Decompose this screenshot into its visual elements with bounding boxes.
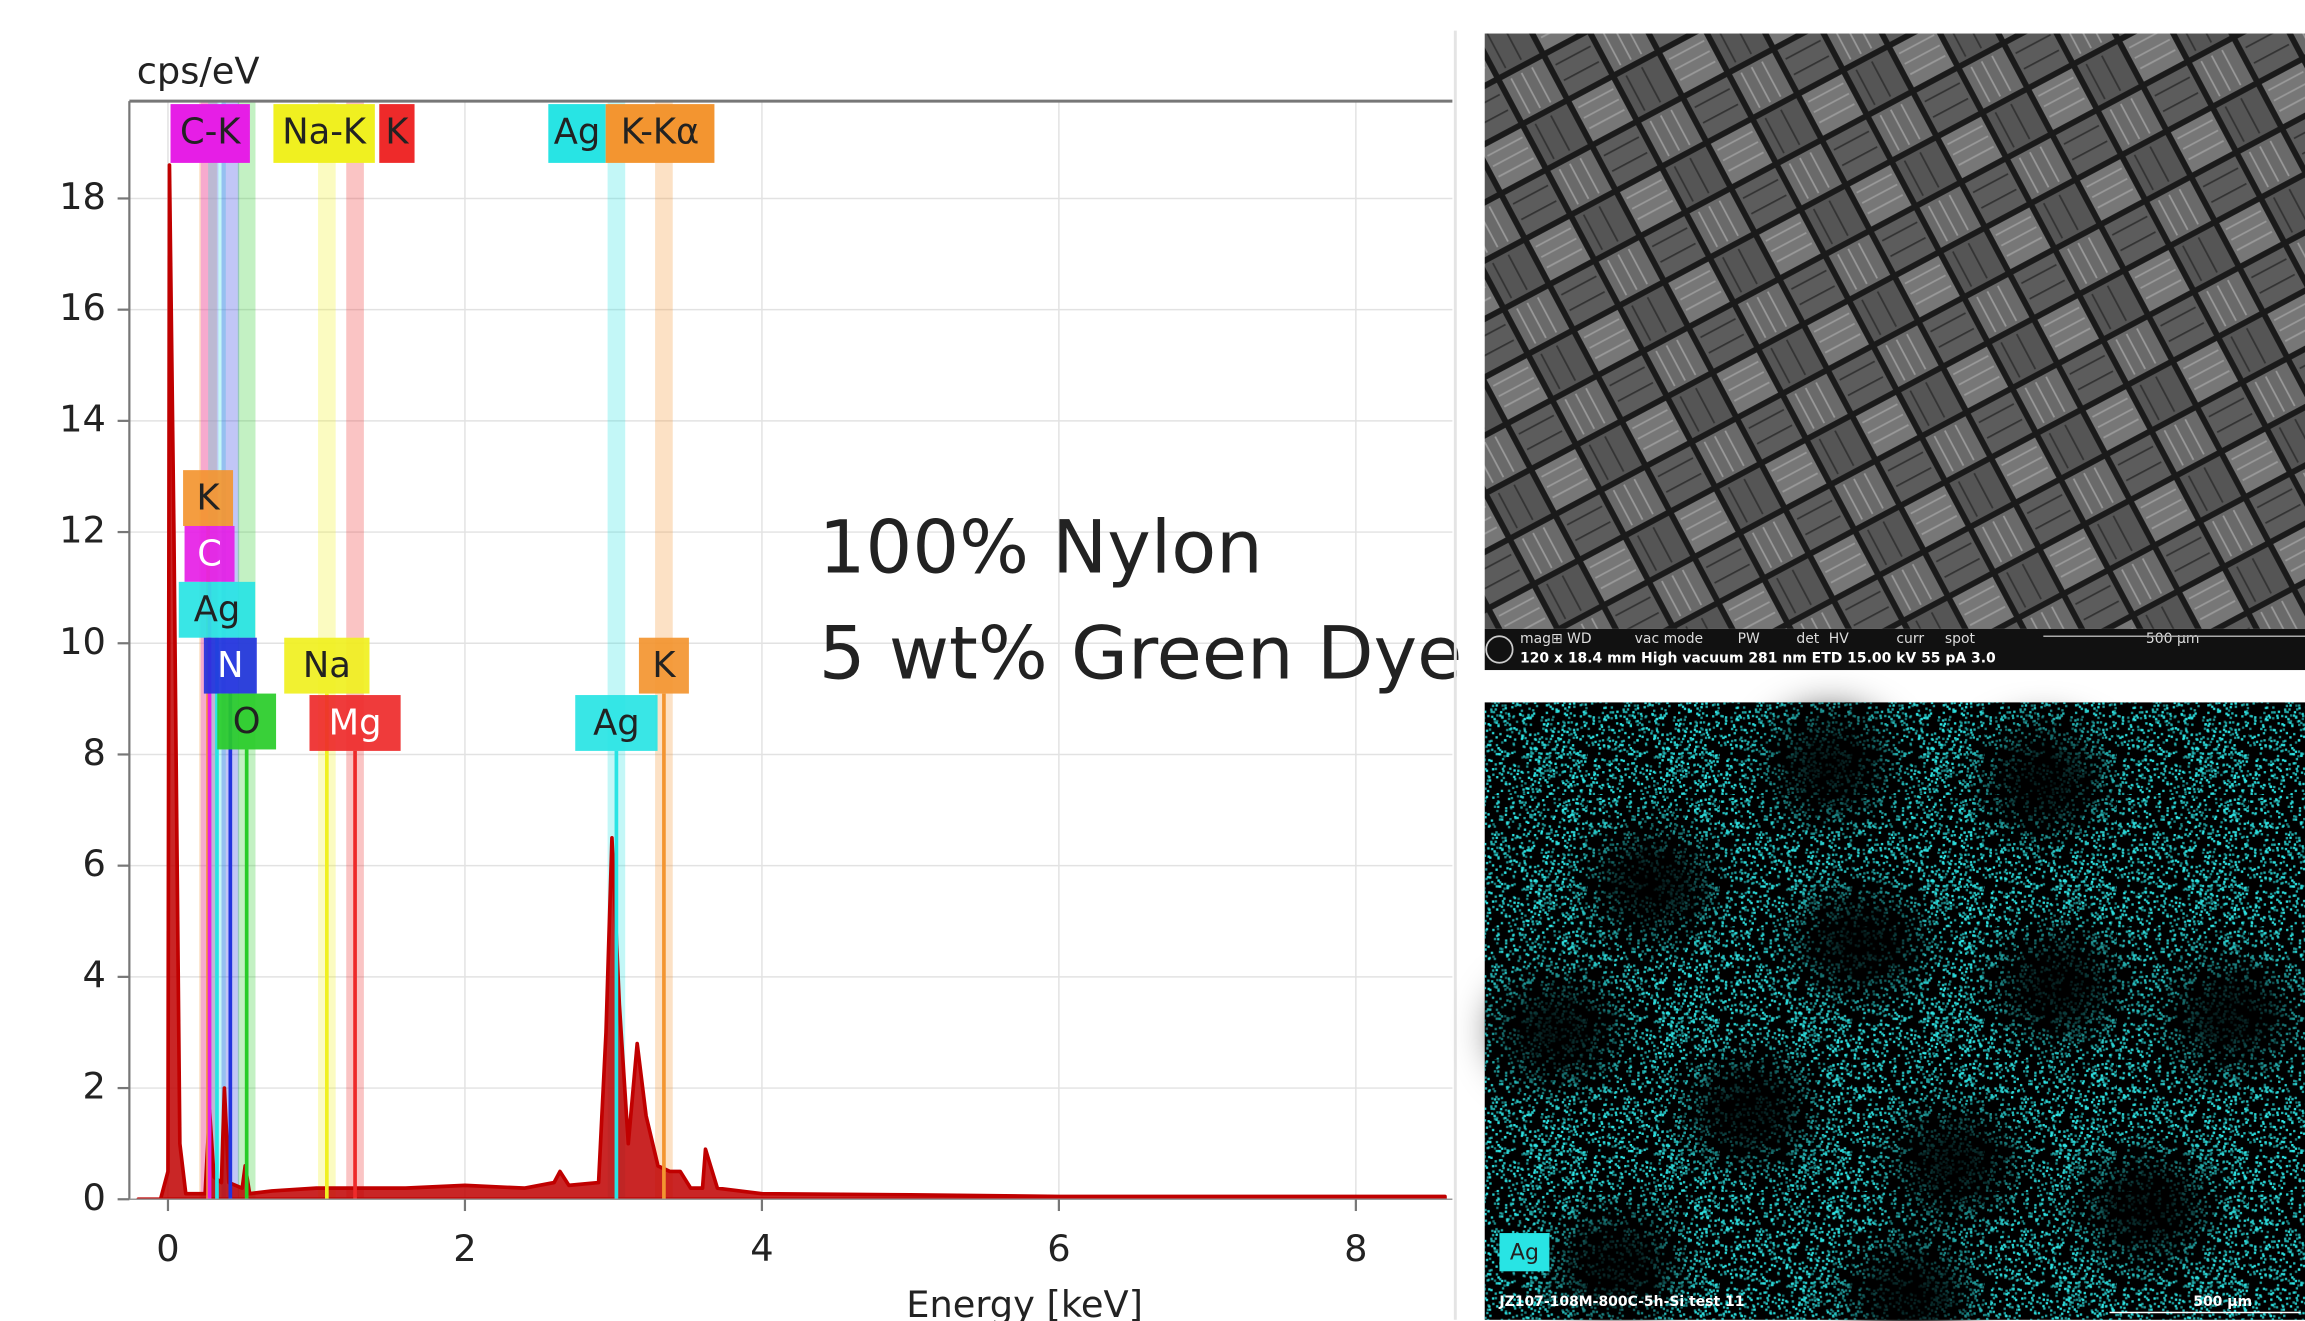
element-tag (183, 470, 234, 526)
top-label-box (273, 104, 375, 163)
y-tick-label: 2 (82, 1065, 105, 1108)
logo (1485, 635, 1514, 664)
y-tick-label: 6 (82, 842, 105, 885)
map-image: Ag JZ107-108M-800C-5h-Si test 11 500 µm (1484, 702, 2305, 1321)
map-shadow (2169, 962, 2294, 1069)
y-tick-label: 18 (59, 175, 106, 218)
x-axis-label: Energy [keV] (906, 1283, 1143, 1321)
x-tick-label: 2 (453, 1227, 476, 1270)
element-tag-label: N (217, 645, 243, 686)
top-label-box (379, 104, 415, 163)
element-tag (178, 581, 256, 638)
y-tick-label: 8 (82, 731, 105, 774)
element-tag-label: O (233, 701, 261, 742)
y-axis-label: cps/eV (137, 50, 260, 93)
databar-header: curr (1896, 631, 1924, 647)
element-tag-label: Ag (194, 589, 241, 630)
map-element: Ag (1510, 1241, 1539, 1266)
annotation: 5 wt% Green Dye (819, 611, 1463, 696)
map-caption: JZ107-108M-800C-5h-Si test 11 (1498, 1294, 1744, 1310)
element-tag-label: K (196, 478, 220, 519)
annotation: 100% Nylon (819, 505, 1263, 590)
map-shadow (1555, 1212, 1679, 1319)
map-shadow (1592, 830, 1716, 937)
databar-header: mag⊞ (1520, 631, 1563, 647)
element-tag (184, 525, 235, 582)
map-element-box (1499, 1233, 1550, 1272)
databar-values: 120 x 18.4 mm High vacuum 281 nm ETD 15.… (1520, 650, 1996, 666)
element-tag-label: Mg (329, 702, 382, 743)
databar-header: vac mode (1635, 631, 1704, 647)
top-label: C-K (180, 111, 241, 152)
top-label: Ag (554, 111, 601, 152)
map-shadow (1996, 933, 2120, 1040)
top-label: K (385, 111, 409, 152)
element-tag-label: C (197, 533, 222, 574)
map-shadow (1893, 1109, 2017, 1216)
element-tag (217, 693, 277, 750)
x-tick-label: 0 (156, 1227, 179, 1270)
map-shadow (1797, 889, 1922, 995)
element-tag (575, 695, 658, 751)
element-tag-label: K (652, 645, 676, 686)
element-tag (203, 637, 257, 694)
map-scale: 500 µm (2193, 1294, 2252, 1310)
map-shadow (1981, 727, 2106, 834)
sem-micrograph (1484, 33, 2305, 629)
map-shadow (1496, 977, 1620, 1084)
y-tick-label: 10 (59, 620, 106, 663)
x-tick-label: 4 (750, 1227, 773, 1270)
top-label: Na-K (282, 111, 367, 152)
element-tag (309, 695, 401, 751)
databar-header: PW (1738, 631, 1760, 647)
sem-image: mag⊞ WD vac mode PW det HV curr spot 500 µm 120 … (1484, 33, 2305, 671)
map-shadow (1768, 712, 1892, 819)
top-label: K-Kα (621, 111, 700, 152)
top-label-box (170, 104, 250, 163)
top-label-box (605, 104, 715, 163)
databar-header: spot (1945, 631, 1976, 647)
element-tag (284, 637, 370, 694)
map-shadow (1849, 1241, 1973, 1321)
element-tag (638, 637, 689, 694)
databar-header: HV (1829, 631, 1849, 647)
x-tick-label: 6 (1047, 1227, 1070, 1270)
element-tag-label: Na (303, 645, 351, 686)
map-shadow (1687, 1058, 1812, 1164)
y-tick-label: 16 (59, 286, 106, 329)
y-tick-label: 14 (59, 397, 106, 440)
y-tick-label: 12 (59, 509, 106, 552)
databar-header: det (1796, 631, 1819, 647)
databar-header: 500 µm (2146, 631, 2200, 647)
y-tick-label: 0 (82, 1176, 105, 1219)
x-tick-label: 8 (1344, 1227, 1367, 1270)
element-tag-label: Ag (593, 702, 640, 743)
databar-header: WD (1567, 631, 1592, 647)
top-label-box (548, 104, 606, 163)
y-tick-label: 4 (82, 953, 105, 996)
map-shadow (2084, 1153, 2208, 1260)
